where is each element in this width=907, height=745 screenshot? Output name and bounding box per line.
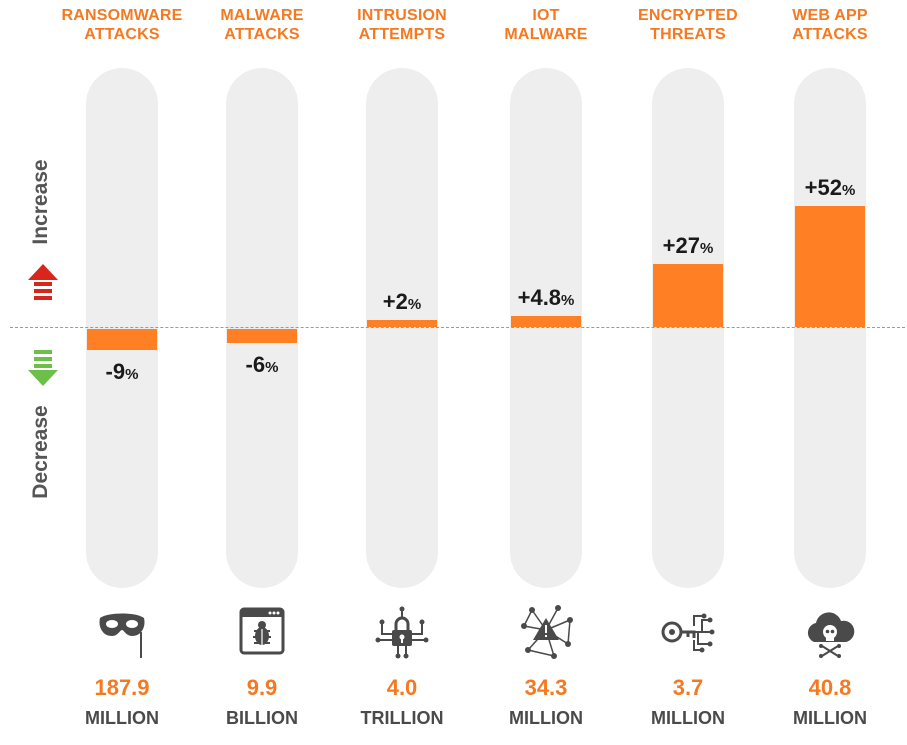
- decrease-axis-label: Decrease: [29, 405, 52, 499]
- mask-icon: [92, 604, 152, 660]
- value-label-encrypted-threats: +27%: [662, 233, 714, 259]
- decrease-arrow-icon: [28, 350, 58, 386]
- bar-track-ransomware-attacks: [86, 68, 158, 588]
- total-unit-intrusion-attempts: TRILLION: [360, 708, 444, 728]
- bar-track-encrypted-threats: [652, 68, 724, 588]
- category-title-intrusion-attempts: INTRUSION ATTEMPTS: [357, 7, 447, 43]
- zero-baseline: [10, 327, 905, 328]
- bar-track-intrusion-attempts: [366, 68, 438, 588]
- bar-track-malware-attacks: [226, 68, 298, 588]
- total-value-iot-malware: 34.3: [524, 675, 568, 700]
- total-value-encrypted-threats: 3.7: [672, 675, 704, 700]
- category-title-malware-attacks: MALWARE ATTACKS: [220, 7, 304, 43]
- cloud-skull-icon: [800, 604, 860, 660]
- total-value-intrusion-attempts: 4.0: [386, 675, 418, 700]
- increase-arrow-icon: [28, 264, 58, 300]
- total-value-web-app-attacks: 40.8: [808, 675, 852, 700]
- lock-circuit-icon: [372, 604, 432, 660]
- value-label-ransomware-attacks: -9%: [105, 358, 139, 384]
- total-value-ransomware-attacks: 187.9: [94, 675, 150, 700]
- value-label-iot-malware: +4.8%: [517, 284, 575, 310]
- total-unit-web-app-attacks: MILLION: [793, 708, 867, 728]
- value-label-malware-attacks: -6%: [245, 351, 279, 377]
- bar-malware-attacks: [227, 329, 297, 343]
- key-circuit-icon: [658, 604, 718, 660]
- category-title-iot-malware: IOT MALWARE: [504, 7, 588, 43]
- value-label-intrusion-attempts: +2%: [382, 289, 422, 314]
- category-title-ransomware-attacks: RANSOMWARE ATTACKS: [61, 7, 183, 43]
- bug-window-icon: [232, 604, 292, 660]
- bar-encrypted-threats: [653, 264, 723, 327]
- category-title-encrypted-threats: ENCRYPTED THREATS: [638, 7, 738, 43]
- total-unit-malware-attacks: BILLION: [226, 708, 298, 728]
- bar-track-iot-malware: [510, 68, 582, 588]
- category-title-web-app-attacks: WEB APP ATTACKS: [792, 7, 868, 43]
- bar-iot-malware: [511, 315, 581, 327]
- value-label-web-app-attacks: +52%: [804, 175, 856, 200]
- increase-axis-label: Increase: [29, 159, 52, 245]
- bar-ransomware-attacks: [87, 329, 157, 350]
- total-unit-ransomware-attacks: MILLION: [85, 708, 159, 728]
- bar-track-web-app-attacks: [794, 68, 866, 588]
- total-value-malware-attacks: 9.9: [246, 675, 278, 700]
- bar-web-app-attacks: [795, 206, 865, 327]
- iot-network-warning-icon: [516, 604, 576, 660]
- total-unit-iot-malware: MILLION: [509, 708, 583, 728]
- bar-intrusion-attempts: [367, 320, 437, 327]
- total-unit-encrypted-threats: MILLION: [651, 708, 725, 728]
